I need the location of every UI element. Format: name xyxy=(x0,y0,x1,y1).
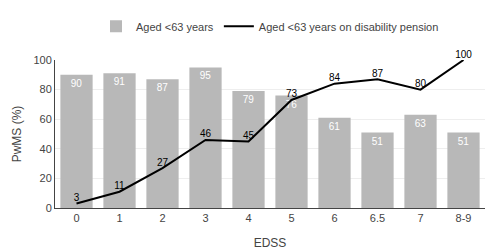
svg-text:80: 80 xyxy=(415,78,427,89)
svg-text:3: 3 xyxy=(202,212,208,224)
svg-text:91: 91 xyxy=(114,76,126,87)
svg-text:0: 0 xyxy=(46,202,52,214)
svg-text:40: 40 xyxy=(40,143,52,155)
svg-text:11: 11 xyxy=(114,180,125,191)
svg-text:87: 87 xyxy=(157,82,169,93)
svg-text:6: 6 xyxy=(331,212,337,224)
svg-text:20: 20 xyxy=(40,172,52,184)
svg-text:PwMS (%): PwMS (%) xyxy=(10,106,24,163)
svg-text:1: 1 xyxy=(116,212,122,224)
svg-text:4: 4 xyxy=(245,212,251,224)
svg-text:80: 80 xyxy=(40,83,52,95)
svg-text:3: 3 xyxy=(74,192,80,203)
svg-text:EDSS: EDSS xyxy=(254,236,287,250)
svg-text:95: 95 xyxy=(200,70,212,81)
svg-text:45: 45 xyxy=(243,130,255,141)
svg-text:87: 87 xyxy=(372,68,384,79)
svg-text:Aged <63 years: Aged <63 years xyxy=(136,21,214,33)
svg-text:27: 27 xyxy=(157,157,169,168)
svg-text:79: 79 xyxy=(243,94,255,105)
svg-text:46: 46 xyxy=(200,128,212,139)
svg-text:90: 90 xyxy=(71,78,83,89)
svg-text:100: 100 xyxy=(455,49,472,60)
svg-text:51: 51 xyxy=(372,136,384,147)
svg-text:2: 2 xyxy=(159,212,165,224)
svg-text:100: 100 xyxy=(33,54,51,66)
svg-text:73: 73 xyxy=(286,88,298,99)
svg-text:76: 76 xyxy=(286,99,298,110)
svg-text:63: 63 xyxy=(415,118,427,129)
svg-text:61: 61 xyxy=(329,121,341,132)
svg-text:51: 51 xyxy=(458,136,470,147)
svg-text:84: 84 xyxy=(329,72,341,83)
svg-text:Aged <63 years on disability p: Aged <63 years on disability pension xyxy=(259,21,438,33)
svg-text:6.5: 6.5 xyxy=(370,212,385,224)
svg-text:5: 5 xyxy=(288,212,294,224)
svg-text:7: 7 xyxy=(417,212,423,224)
svg-text:0: 0 xyxy=(73,212,79,224)
svg-text:8-9: 8-9 xyxy=(456,212,472,224)
svg-text:60: 60 xyxy=(40,113,52,125)
